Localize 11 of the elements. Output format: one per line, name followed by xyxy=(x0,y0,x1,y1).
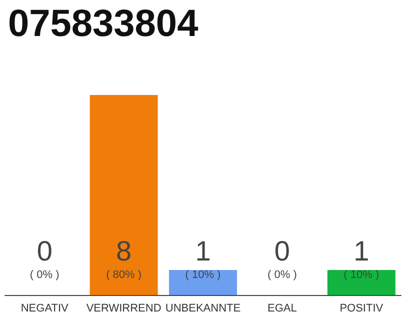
x-tick-label: VERWIRREND xyxy=(86,302,162,314)
data-label: 0 ( 0% ) xyxy=(268,236,297,281)
x-tick-label: NEGATIV xyxy=(20,302,69,314)
chart-title: 075833804 xyxy=(8,3,198,45)
data-label: 8 ( 80% ) xyxy=(106,236,142,281)
data-label: 1 ( 10% ) xyxy=(344,236,380,281)
x-tick-label: EGAL xyxy=(268,302,297,314)
data-label: 0 ( 0% ) xyxy=(30,236,60,281)
x-tick-label: POSITIV xyxy=(340,302,384,314)
x-tick-label: UNBEKANNTE xyxy=(165,302,241,314)
data-label: 1 ( 10% ) xyxy=(185,236,221,281)
